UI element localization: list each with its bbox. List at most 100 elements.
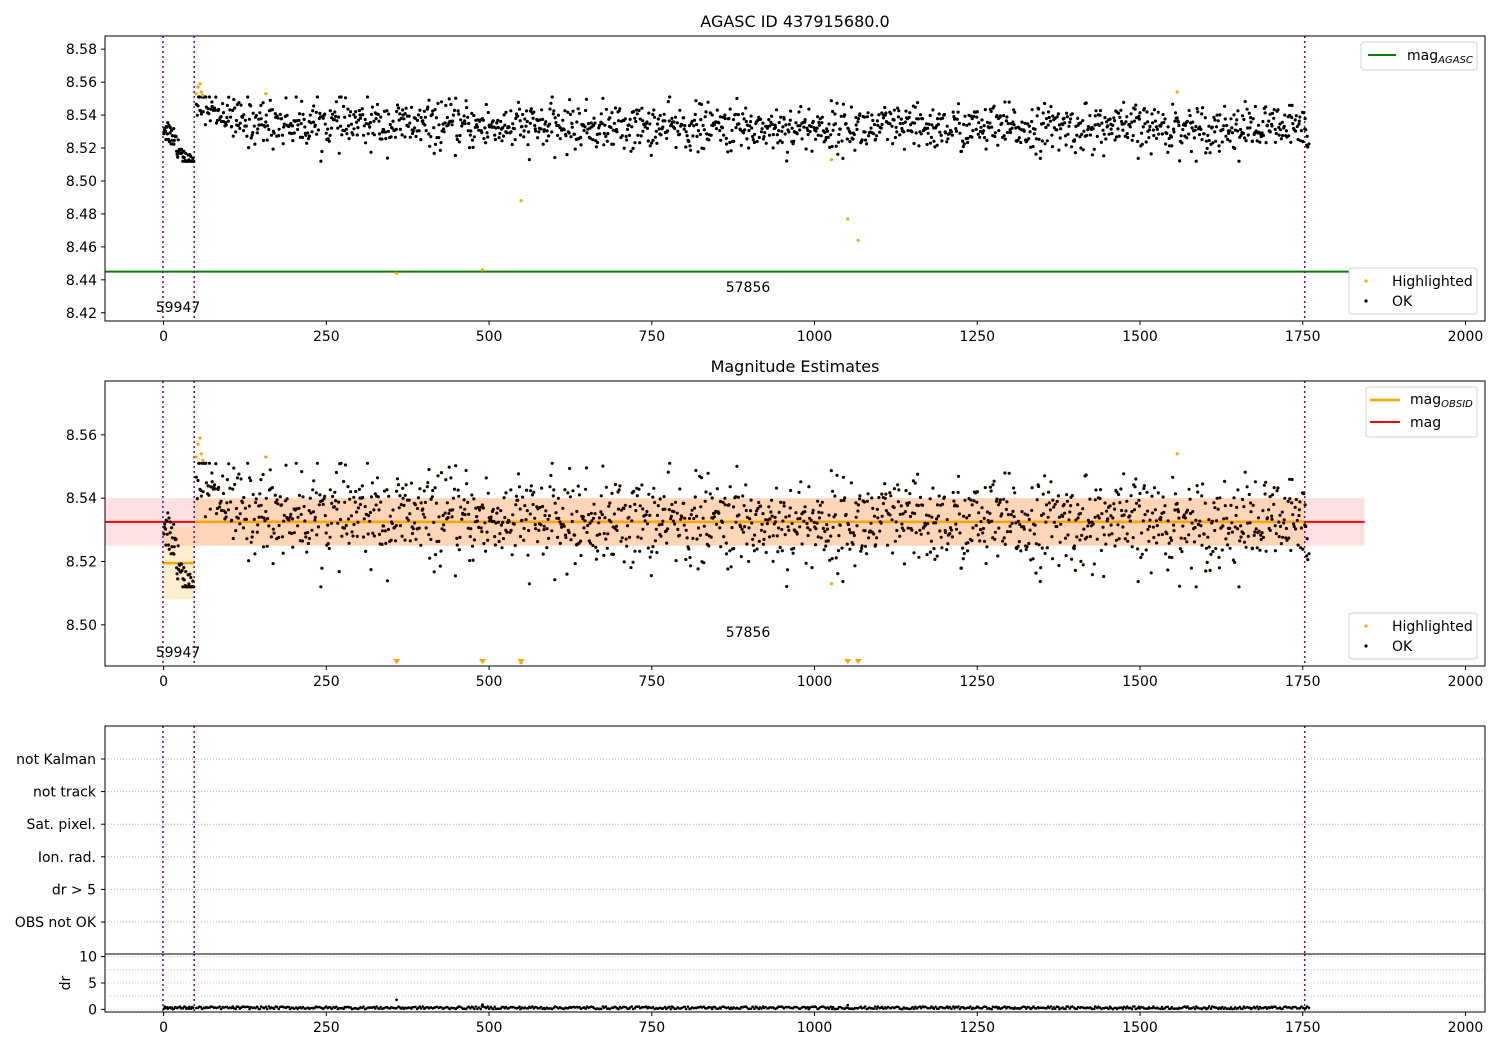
ok-point	[1215, 496, 1219, 500]
ok-point	[1260, 131, 1264, 135]
ok-point	[447, 465, 451, 469]
ok-point	[820, 121, 824, 125]
ok-point	[792, 546, 796, 551]
ok-point	[197, 461, 202, 465]
ok-point	[995, 114, 999, 118]
legend-agasc-upper: magAGASC	[1360, 41, 1478, 71]
ok-point	[749, 114, 753, 118]
y-tick-label: 8.52	[66, 141, 97, 157]
x-tick-label: 500	[476, 1020, 503, 1036]
ok-point	[633, 549, 637, 553]
highlighted-point	[395, 271, 399, 275]
ok-point	[503, 516, 507, 520]
ok-point	[182, 149, 186, 153]
ok-point	[203, 123, 207, 127]
ok-point	[1005, 500, 1009, 504]
ok-point	[649, 153, 653, 157]
ok-point	[1173, 492, 1178, 496]
ok-point	[899, 117, 903, 121]
ok-point	[879, 521, 883, 525]
ok-point	[543, 122, 547, 126]
ok-point	[916, 472, 920, 476]
ok-point	[663, 119, 667, 123]
ok-point	[613, 482, 618, 487]
ok-point	[1104, 542, 1108, 546]
ok-point	[451, 119, 455, 123]
ok-point	[724, 541, 728, 545]
ok-point	[197, 95, 202, 99]
ok-point	[1176, 510, 1180, 514]
ok-point	[196, 478, 200, 483]
ok-point	[285, 497, 289, 501]
ok-point	[902, 130, 906, 134]
ok-point	[808, 528, 812, 532]
ok-point	[1031, 557, 1035, 561]
ok-point	[1088, 497, 1092, 501]
ok-point	[383, 529, 387, 533]
ok-point	[1070, 112, 1074, 116]
ok-point	[637, 108, 641, 112]
ok-point	[355, 534, 359, 539]
ok-point	[771, 559, 775, 564]
ok-point	[771, 133, 775, 137]
y-tick-label: 8.42	[66, 306, 97, 322]
ok-point	[337, 151, 341, 155]
ok-point	[982, 136, 987, 140]
ok-point	[753, 533, 757, 537]
x-tick-label: 2000	[1448, 1020, 1484, 1036]
ok-point	[783, 533, 787, 537]
ok-point	[1301, 140, 1305, 144]
ok-point	[983, 108, 987, 112]
ok-point	[914, 531, 918, 535]
ok-point	[1164, 142, 1168, 146]
ok-point	[816, 133, 820, 137]
ok-point	[1056, 494, 1060, 498]
ok-point	[1092, 147, 1096, 151]
ok-point	[485, 131, 489, 135]
ok-point	[1063, 536, 1068, 540]
ok-point	[539, 523, 543, 527]
ok-point	[259, 117, 263, 121]
dr-point	[926, 1007, 930, 1010]
ok-point	[334, 499, 338, 503]
ok-point	[707, 544, 711, 548]
ok-point	[342, 479, 346, 484]
ok-point	[1267, 508, 1271, 512]
ok-point	[952, 499, 956, 503]
ok-point	[1108, 504, 1112, 508]
ok-point	[1056, 112, 1060, 116]
ok-point	[1055, 128, 1059, 132]
ok-point	[512, 522, 516, 526]
ok-point	[1139, 555, 1143, 560]
ok-point	[291, 545, 295, 549]
ok-point	[542, 528, 546, 532]
ok-point	[1212, 115, 1216, 119]
ok-point	[828, 145, 832, 149]
dr-point	[661, 1007, 665, 1010]
ok-point	[834, 556, 838, 560]
ok-point	[237, 101, 241, 105]
ok-point	[902, 528, 906, 533]
ok-point	[1291, 513, 1295, 517]
ok-point	[1237, 585, 1241, 589]
ok-point	[573, 147, 577, 151]
highlighted-point	[480, 268, 485, 272]
ok-point	[257, 117, 261, 121]
ok-point	[798, 516, 802, 521]
ok-point	[1213, 130, 1217, 134]
ok-point	[777, 120, 781, 125]
ok-point	[1055, 499, 1059, 504]
ok-point	[1027, 541, 1031, 546]
ok-point	[662, 112, 666, 116]
ok-point	[604, 537, 608, 541]
dr-point	[186, 1007, 190, 1010]
ok-point	[890, 124, 894, 128]
ok-point	[780, 527, 784, 532]
ok-point	[1181, 524, 1185, 528]
ok-point	[1074, 518, 1078, 522]
ok-point	[410, 131, 415, 136]
ok-point	[935, 117, 940, 121]
ok-point	[936, 514, 941, 518]
ok-point	[431, 109, 435, 113]
ok-point	[445, 501, 449, 505]
